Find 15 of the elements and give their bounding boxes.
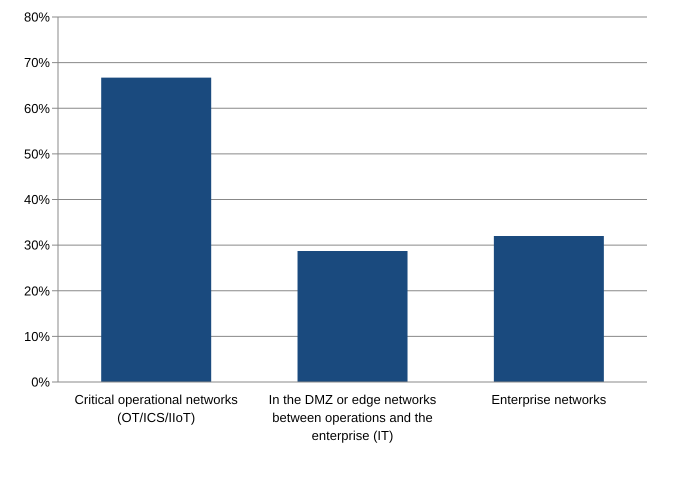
bar [494, 236, 604, 382]
y-tick-label: 20% [24, 283, 50, 298]
x-tick-label: Critical operational networks (OT/ICS/IIoT) [74, 392, 238, 425]
y-tick-label: 0% [31, 374, 50, 390]
y-tick-label: 70% [24, 55, 50, 70]
y-tick-label: 10% [24, 328, 50, 344]
y-tick-label: 80% [24, 10, 50, 25]
y-tick-label: 50% [24, 146, 50, 162]
y-tick-label: 40% [24, 192, 50, 208]
bar [298, 251, 408, 382]
y-tick-label: 60% [24, 100, 50, 116]
y-tick-label: 30% [24, 238, 50, 253]
x-tick-label: Enterprise networks [491, 392, 607, 407]
x-tick-label: In the DMZ or edge networks between operations and the enterprise (IT) [268, 392, 437, 443]
bar [101, 78, 212, 382]
